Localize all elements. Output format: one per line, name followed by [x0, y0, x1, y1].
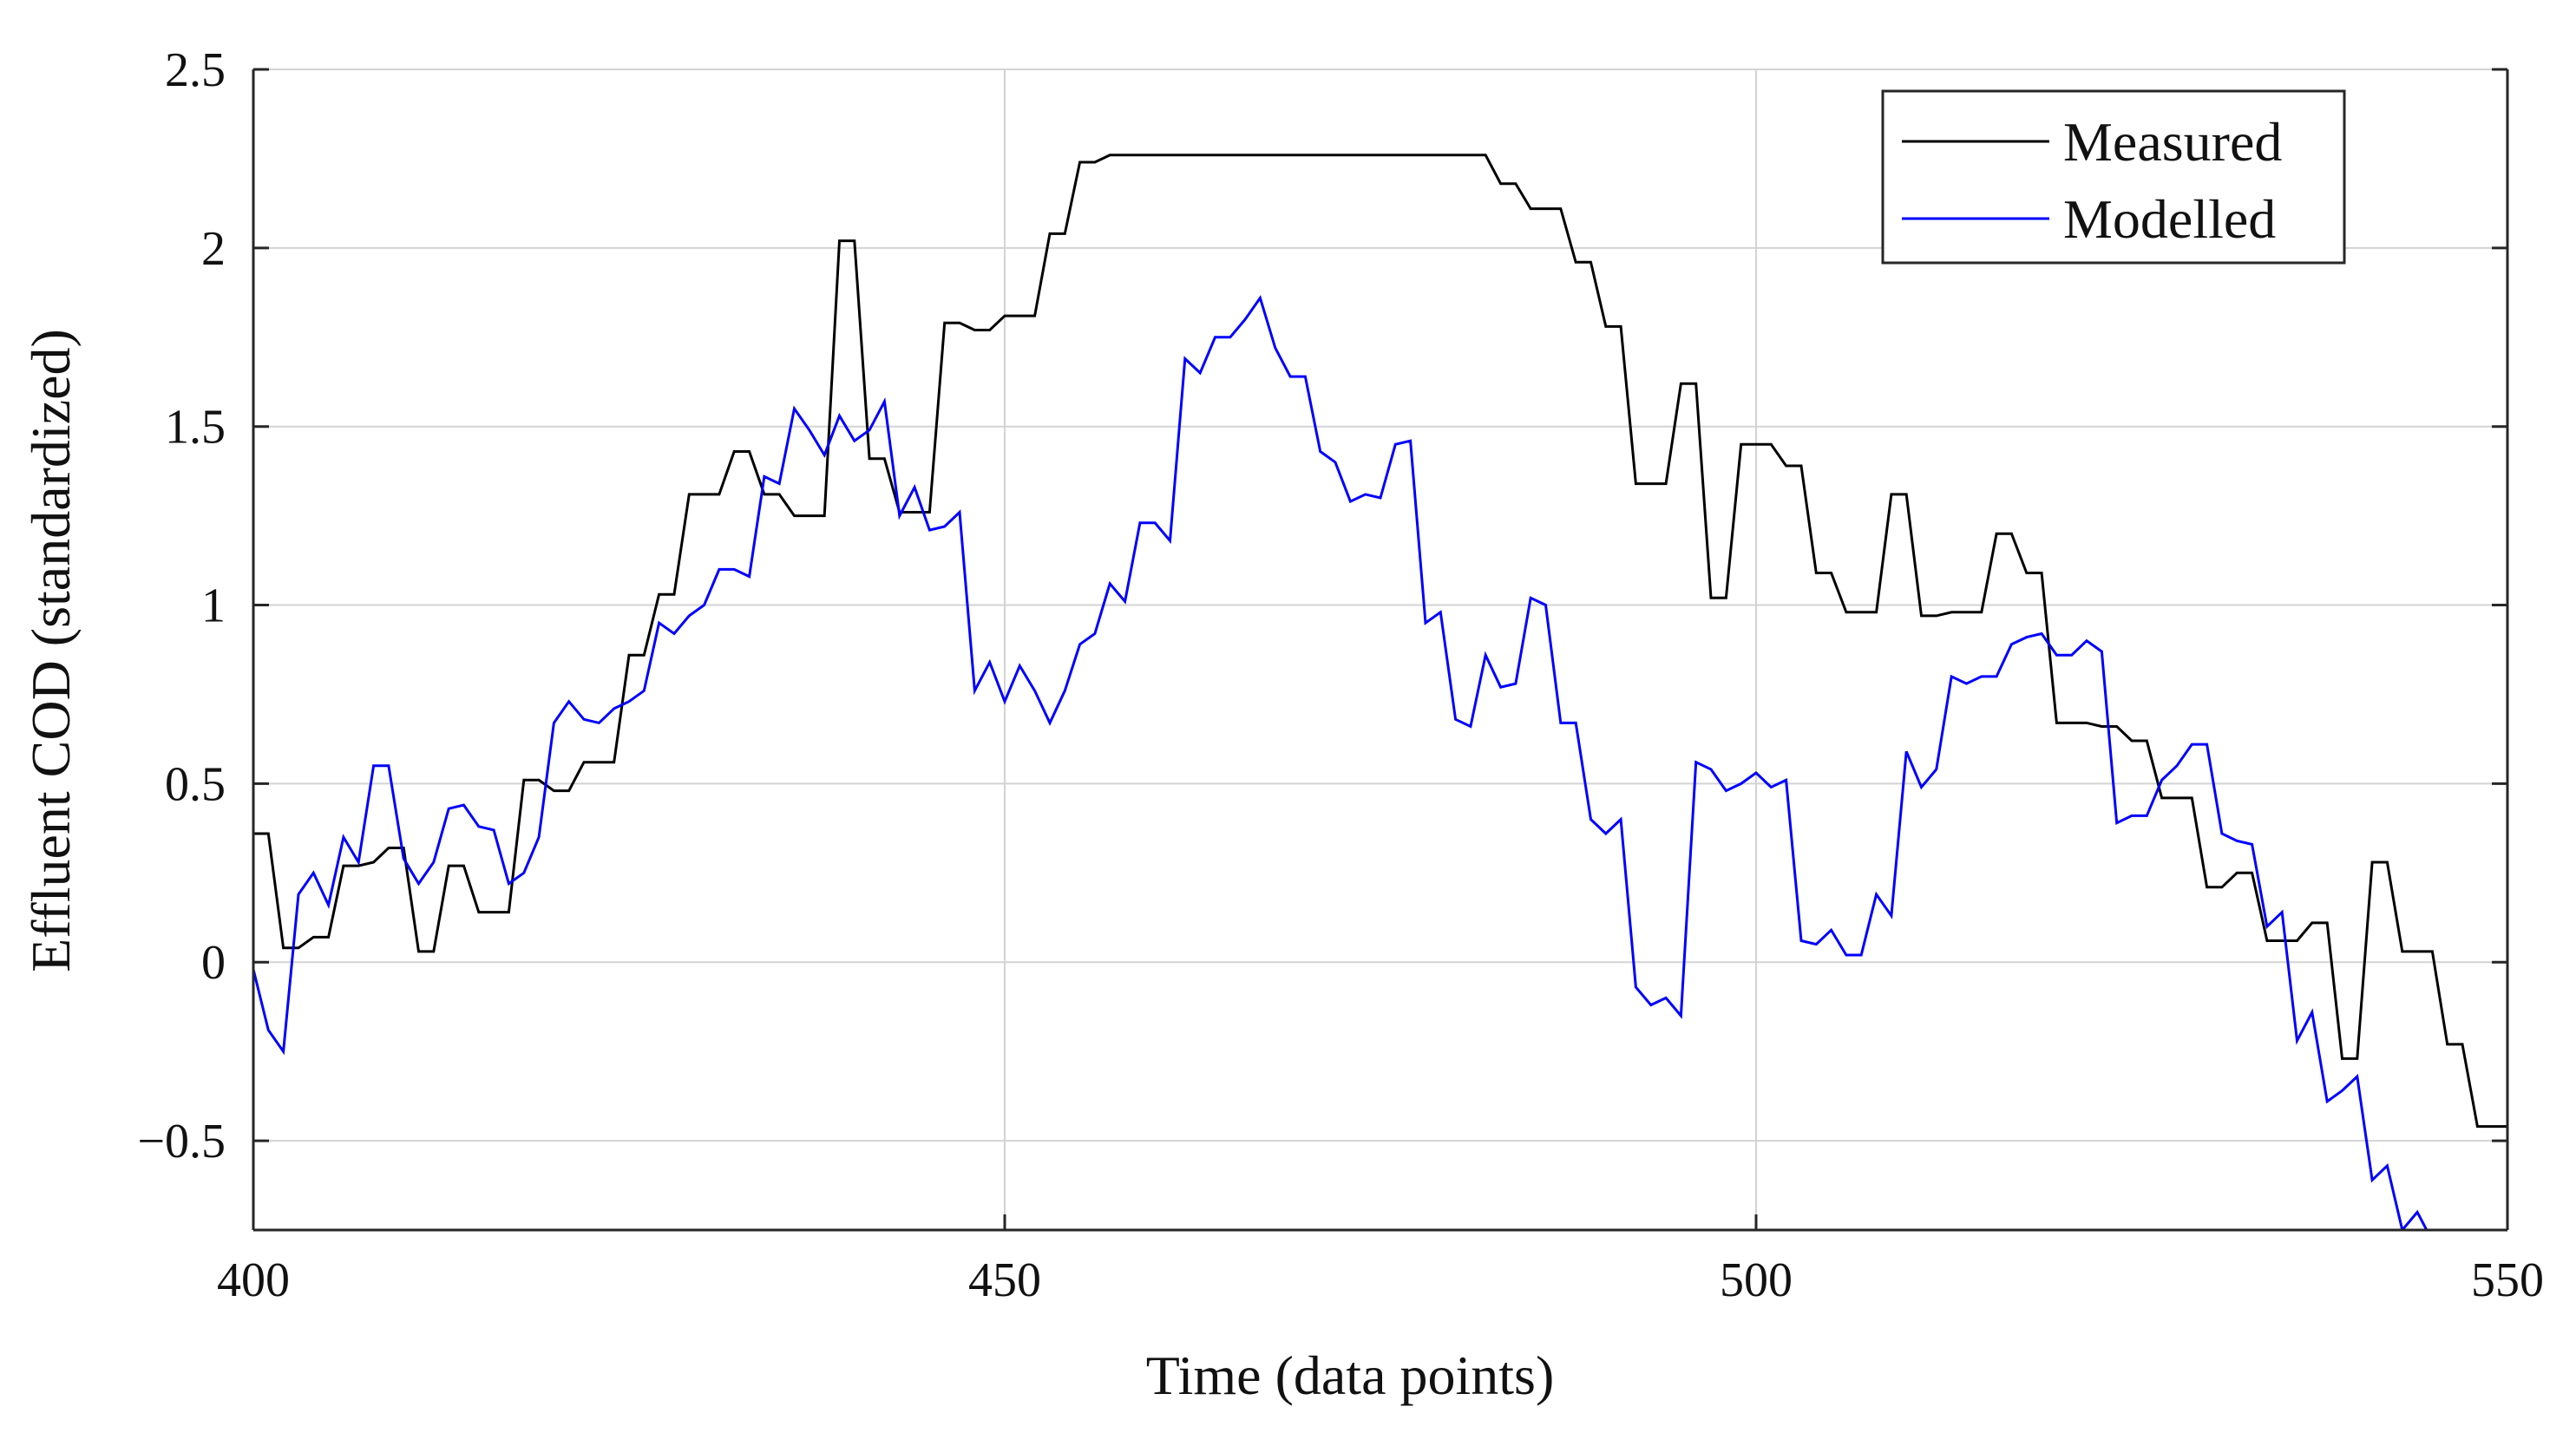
axes: [252, 69, 2509, 1232]
legend: Measured Modelled: [1881, 89, 2346, 265]
series-line-modelled: [253, 295, 2429, 1230]
y-tick-label: 2.5: [165, 43, 226, 97]
x-tick-label: 550: [2471, 1253, 2544, 1307]
legend-measured-label: Measured: [2063, 111, 2282, 173]
legend-modelled-label: Modelled: [2063, 188, 2276, 250]
y-axis-label: Effluent COD (standardized): [20, 329, 82, 972]
x-tick-label: 500: [1720, 1253, 1793, 1307]
series-lines: [253, 154, 2507, 1230]
x-tick-label: 450: [968, 1253, 1041, 1307]
x-axis-label: Time (data points): [1146, 1345, 1555, 1406]
y-axis-ticks: −0.5 0 0.5 1 1.5 2 2.5: [137, 43, 2507, 1168]
y-tick-label: −0.5: [137, 1115, 226, 1168]
x-axis-ticks: 400 450 500 550: [217, 1214, 2544, 1307]
y-tick-label: 2: [201, 222, 226, 276]
y-tick-label: 0: [201, 936, 226, 990]
x-tick-label: 400: [217, 1253, 290, 1307]
y-tick-label: 1: [201, 579, 226, 633]
grid-lines: [253, 69, 2507, 1230]
y-tick-label: 0.5: [165, 757, 226, 811]
series-line-measured: [253, 154, 2507, 1129]
y-tick-label: 1.5: [165, 401, 226, 455]
legend-box: [1881, 89, 2346, 265]
